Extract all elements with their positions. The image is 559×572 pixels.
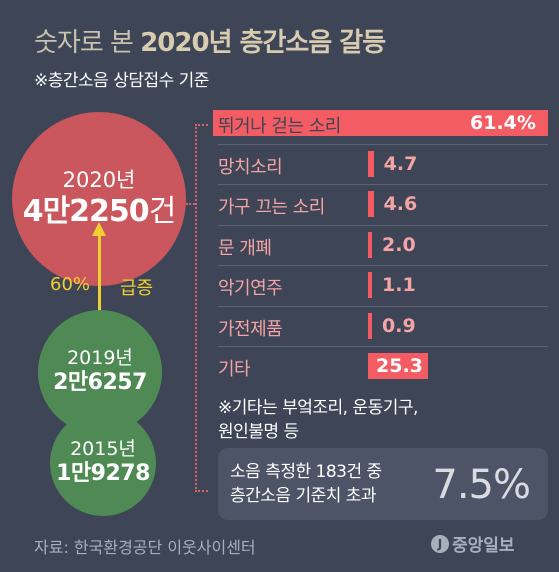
measurement-line1: 소음 측정한 183건 중 (230, 462, 382, 482)
circle-2019-year: 2019년 (67, 347, 133, 370)
bar-label-5: 가전제품 (218, 318, 283, 340)
bar-value-2: 4.6 (383, 193, 418, 215)
bar-2 (368, 191, 374, 217)
footnote-line1: ※기타는 부엌조리, 운동기구, (218, 398, 418, 418)
bar-label-3: 문 개폐 (218, 237, 272, 259)
bar-divider-3 (218, 224, 548, 226)
bar-4 (368, 272, 372, 298)
chart-subtitle: ※층간소음 상담접수 기준 (34, 71, 209, 91)
bar-3 (368, 231, 372, 258)
circle-2015-year: 2015년 (70, 438, 136, 461)
arrow-line (98, 235, 101, 327)
bar-label-4: 악기연주 (218, 278, 283, 299)
bar-0 (213, 110, 548, 136)
bar-divider-2 (218, 184, 548, 185)
title-light: 숫자로 본 (34, 28, 134, 58)
chart-title: 숫자로 본 2020년 층간소음 갈등 (34, 22, 386, 59)
publisher-logo-icon: J (431, 534, 449, 553)
bar-value-0: 61.4% (470, 112, 536, 134)
bar-value-5: 0.9 (382, 314, 416, 337)
bar-6 (368, 353, 428, 379)
title-bold: 2020년 층간소음 갈등 (140, 28, 386, 58)
bar-label-6: 기타 (218, 359, 251, 380)
circle-2019-value: 2만6257 (53, 370, 147, 396)
circle-2020-number: 4만2250 (22, 193, 150, 229)
bar-divider-5 (218, 305, 548, 307)
bracket-connector (195, 124, 208, 492)
bar-value-3: 2.0 (382, 233, 416, 256)
measurement-percent: 7.5% (432, 462, 531, 508)
circle-2020-value: 4만2250건 (22, 193, 177, 230)
measurement-text: 소음 측정한 183건 중 층간소음 기준치 초과 (230, 460, 382, 508)
bar-value-6: 25.3 (376, 355, 423, 377)
circle-2020-unit: 건 (148, 193, 177, 229)
bar-1 (368, 150, 374, 177)
surge-percent: 60% (50, 274, 91, 295)
circle-2015-value: 1만9278 (56, 461, 150, 487)
bar-label-0: 뛰거나 걷는 소리 (218, 116, 341, 137)
measurement-line2: 층간소음 기준치 초과 (230, 486, 377, 506)
bar-value-1: 4.7 (383, 152, 418, 175)
bar-5 (368, 312, 372, 339)
circle-2015: 2015년 1만9278 (50, 410, 156, 516)
bar-label-1: 망치소리 (218, 156, 283, 178)
arrow-up-icon (92, 222, 106, 236)
bar-divider-4 (218, 265, 548, 266)
bar-label-2: 가구 끄는 소리 (218, 197, 325, 218)
footnote-line2: 원인불명 등 (218, 422, 299, 442)
circle-2020-year: 2020년 (62, 168, 136, 193)
measurement-box: 소음 측정한 183건 중 층간소음 기준치 초과 7.5% (218, 448, 548, 520)
publisher-logo-text: 중앙일보 (452, 536, 515, 556)
bar-value-4: 1.1 (382, 274, 416, 296)
publisher-logo: J 중앙일보 (431, 531, 515, 556)
bar-divider-1 (218, 143, 548, 145)
bracket-tick (186, 203, 195, 205)
source-credit: 자료: 한국환경공단 이웃사이센터 (34, 538, 256, 557)
footnote: ※기타는 부엌조리, 운동기구, 원인불명 등 (218, 396, 418, 444)
bar-divider-6 (218, 346, 548, 347)
surge-word: 급증 (120, 278, 154, 299)
